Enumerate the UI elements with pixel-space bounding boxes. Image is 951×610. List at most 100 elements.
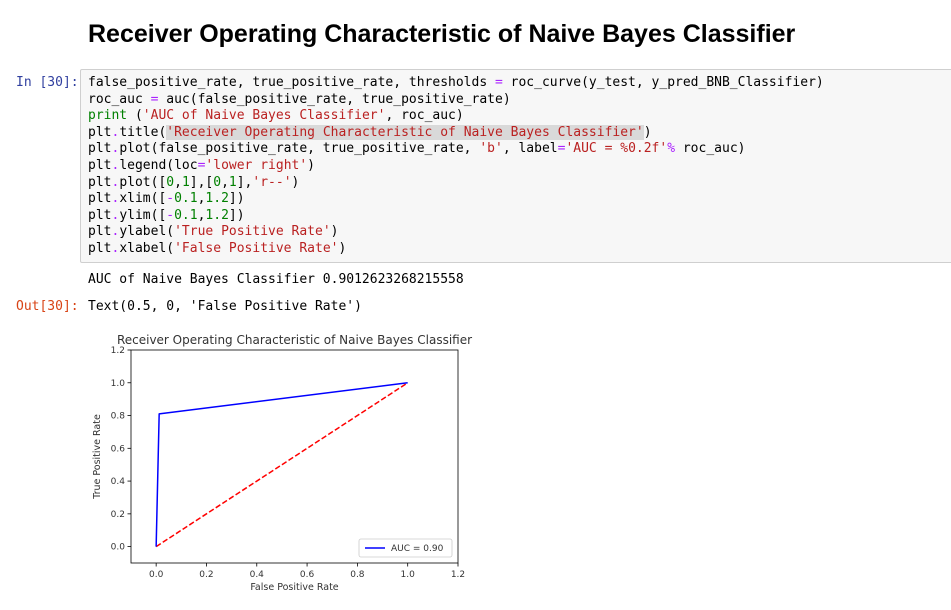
code-token: plot([ xyxy=(119,174,167,190)
code-token: xlabel( xyxy=(119,240,175,256)
code-line: plt.ylim([-0.1,1.2]) xyxy=(88,208,824,225)
code-line: print ('AUC of Naive Bayes Classifier', … xyxy=(88,108,824,125)
x-tick-label: 0.4 xyxy=(250,570,265,580)
code-line: plt.plot([0,1],[0,1],'r--') xyxy=(88,175,824,192)
code-token: ], xyxy=(236,174,253,190)
y-tick-label: 0.0 xyxy=(111,543,126,553)
code-line: false_positive_rate, true_positive_rate,… xyxy=(88,75,824,92)
code-token: . xyxy=(111,174,120,190)
code-token: plt xyxy=(88,191,112,207)
y-tick-label: 0.6 xyxy=(111,444,126,454)
code-token: plot(false_positive_rate, true_positive_… xyxy=(119,141,480,157)
code-token: 1 xyxy=(228,174,237,190)
code-token: % xyxy=(667,141,676,157)
x-tick-label: 0.8 xyxy=(350,570,365,580)
code-token: 0.1 xyxy=(174,191,198,207)
code-token: . xyxy=(111,207,120,223)
code-token: auc(false_positive_rate, true_positive_r… xyxy=(158,91,511,107)
code-token: , xyxy=(197,207,206,223)
reference-diagonal-line xyxy=(155,382,409,548)
code-token: ) xyxy=(338,240,347,256)
code-token: 'lower right' xyxy=(205,157,308,173)
code-token: 0 xyxy=(166,174,175,190)
code-editor[interactable]: false_positive_rate, true_positive_rate,… xyxy=(88,75,824,258)
code-token: print xyxy=(88,108,128,124)
code-token: plt xyxy=(88,174,112,190)
input-prompt: In [30]: xyxy=(16,75,79,90)
x-axis-label: False Positive Rate xyxy=(250,582,338,593)
chart-title: Receiver Operating Characteristic of Nai… xyxy=(117,333,472,347)
cell-output-text: Text(0.5, 0, 'False Positive Rate') xyxy=(88,299,362,314)
y-tick-label: 0.8 xyxy=(111,412,126,422)
code-token: . xyxy=(111,141,120,157)
code-line: plt.title('Receiver Operating Characteri… xyxy=(88,124,824,142)
code-token: plt xyxy=(88,224,112,240)
legend-label: AUC = 0.90 xyxy=(391,544,444,554)
code-line: plt.ylabel('True Positive Rate') xyxy=(88,224,824,241)
code-token: roc_curve(y_test, y_pred_BNB_Classifier) xyxy=(502,75,824,90)
code-token: ]) xyxy=(228,191,245,207)
legend-box xyxy=(358,538,453,558)
code-token: roc_auc xyxy=(88,91,151,107)
x-tick-label: 1.0 xyxy=(401,570,416,580)
code-token: , xyxy=(221,174,229,190)
code-token: 1.2 xyxy=(205,191,229,207)
code-token: ) xyxy=(643,124,652,140)
code-token: plt xyxy=(88,141,112,157)
code-token: plt xyxy=(88,157,112,173)
code-token: 0.1 xyxy=(174,207,198,223)
code-token: ]) xyxy=(228,207,245,223)
code-line: roc_auc = auc(false_positive_rate, true_… xyxy=(88,92,824,109)
code-token: false_positive_rate, true_positive_rate,… xyxy=(88,75,495,90)
x-tick-label: 1.2 xyxy=(451,570,465,580)
code-token: = xyxy=(197,157,206,173)
code-cell-input[interactable]: false_positive_rate, true_positive_rate,… xyxy=(80,69,951,263)
code-token: 'b' xyxy=(479,141,503,157)
code-token: ylim([ xyxy=(119,207,167,223)
code-token: 'AUC = %0.2f' xyxy=(565,141,668,157)
code-token: , label xyxy=(502,141,558,157)
code-token: ( xyxy=(127,108,143,124)
code-token: . xyxy=(111,124,120,140)
x-tick-label: 0.6 xyxy=(300,570,315,580)
y-axis-label: True Positive Rate xyxy=(92,414,103,500)
code-token: xlim([ xyxy=(119,191,167,207)
y-tick-label: 1.2 xyxy=(111,346,125,356)
code-token: . xyxy=(111,157,120,173)
code-line: plt.plot(false_positive_rate, true_posit… xyxy=(88,141,824,158)
page-heading: Receiver Operating Characteristic of Nai… xyxy=(88,20,796,48)
code-token: - xyxy=(166,191,175,207)
code-token: ylabel( xyxy=(119,224,175,240)
code-token: plt xyxy=(88,124,112,140)
code-token: ) xyxy=(291,174,300,190)
roc-chart: 0.0 0.2 0.4 0.6 0.8 1.0 1.2 0.0 0.2 0.4 0.6 0.8 1.0 1… xyxy=(88,330,478,600)
code-token: , roc_auc) xyxy=(385,108,464,124)
code-token: . xyxy=(111,240,120,256)
code-token: title( xyxy=(119,124,167,140)
code-token: roc_auc) xyxy=(675,141,746,157)
output-prompt: Out[30]: xyxy=(16,299,79,314)
code-token: plt xyxy=(88,240,112,256)
code-token: 1.2 xyxy=(205,207,229,223)
code-token: legend(loc xyxy=(119,157,198,173)
code-token: , xyxy=(174,174,182,190)
code-token: . xyxy=(111,224,120,240)
x-tick-label: 0.0 xyxy=(149,570,164,580)
code-token: = xyxy=(557,141,566,157)
code-token: plt xyxy=(88,207,112,223)
code-token: , xyxy=(197,191,206,207)
code-token: 'r--' xyxy=(252,174,292,190)
cell-stdout: AUC of Naive Bayes Classifier 0.90126232… xyxy=(88,272,464,287)
code-token: ) xyxy=(330,224,339,240)
y-tick-label: 1.0 xyxy=(111,379,126,389)
code-token: ],[ xyxy=(189,174,214,190)
code-line: plt.xlabel('False Positive Rate') xyxy=(88,241,824,258)
code-token: ) xyxy=(307,157,315,173)
code-token: 1 xyxy=(181,174,190,190)
code-token: 'Receiver Operating Characteristic of Na… xyxy=(166,124,644,140)
code-line: plt.legend(loc='lower right') xyxy=(88,158,824,175)
code-token: = xyxy=(150,91,159,107)
code-token: . xyxy=(111,191,120,207)
code-token: - xyxy=(166,207,175,223)
code-token: 0 xyxy=(213,174,222,190)
